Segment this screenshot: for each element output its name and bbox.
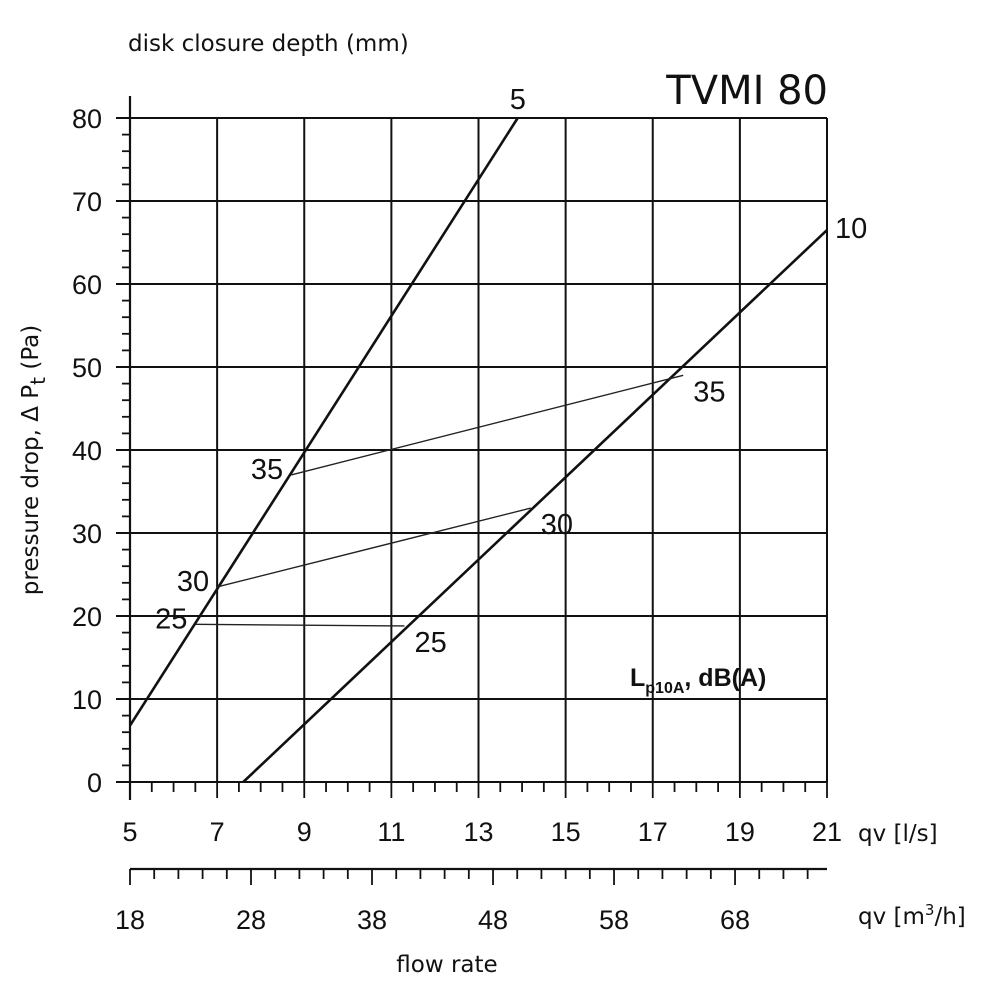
x-tick-label-ls: 5 bbox=[122, 817, 137, 847]
tick-labels: 0 10 20 30 40 50 60 70 80 5 7 9 11 13 15 17 19 21 18 28 38 48… bbox=[72, 104, 842, 935]
y-tick-label: 30 bbox=[72, 519, 102, 549]
y-tick-label: 20 bbox=[72, 602, 102, 632]
x-tick-label-m3h: 58 bbox=[599, 905, 629, 935]
noise-label-right-25: 25 bbox=[414, 627, 446, 659]
x-unit-m3h-label: qv [m3/h] bbox=[858, 901, 966, 930]
x-tick-label-ls: 7 bbox=[210, 817, 225, 847]
x-tick-label-ls: 19 bbox=[725, 817, 755, 847]
x-tick-label-m3h: 38 bbox=[357, 905, 387, 935]
grid bbox=[116, 96, 828, 800]
noise-label-left-25: 25 bbox=[155, 603, 187, 635]
y-tick-label: 80 bbox=[72, 104, 102, 134]
series-label-depth-5: 5 bbox=[510, 84, 526, 116]
noise-line-25 bbox=[195, 623, 405, 627]
x-tick-label-ls: 11 bbox=[377, 817, 405, 847]
series-line-depth-5 bbox=[128, 117, 519, 727]
y-tick-label: 70 bbox=[72, 187, 102, 217]
x-tick-label-m3h: 28 bbox=[236, 905, 266, 935]
y-tick-label: 40 bbox=[72, 436, 102, 466]
chart-title: TVMI 80 bbox=[665, 68, 828, 114]
y-tick-label: 60 bbox=[72, 270, 102, 300]
x-tick-label-ls: 9 bbox=[297, 817, 312, 847]
x-tick-label-ls: 21 bbox=[812, 817, 842, 847]
y-tick-label: 50 bbox=[72, 353, 102, 383]
noise-label-left-30: 30 bbox=[177, 566, 209, 598]
x-tick-label-m3h: 48 bbox=[478, 905, 508, 935]
axis-ticks bbox=[122, 133, 828, 885]
x-axis-label: flow rate bbox=[396, 952, 497, 978]
disk-closure-depth-label: disk closure depth (mm) bbox=[128, 31, 409, 57]
y-tick-label: 0 bbox=[87, 768, 102, 798]
noise-level-label: Lp10A, dB(A) bbox=[630, 664, 766, 697]
series-lines: 5 10 35 35 30 30 25 25 bbox=[128, 84, 867, 783]
noise-line-35 bbox=[291, 374, 684, 476]
x-tick-label-ls: 15 bbox=[551, 817, 581, 847]
series-label-depth-10: 10 bbox=[835, 213, 867, 245]
y-axis-label: pressure drop, Δ Pt (Pa) bbox=[18, 325, 50, 595]
noise-label-right-30: 30 bbox=[541, 509, 573, 541]
x-tick-label-ls: 17 bbox=[638, 817, 668, 847]
x-tick-label-ls: 13 bbox=[463, 817, 493, 847]
noise-line-30 bbox=[216, 507, 531, 588]
x-unit-ls-label: qv [l/s] bbox=[858, 821, 938, 847]
noise-label-right-35: 35 bbox=[693, 376, 725, 408]
x-tick-label-m3h: 18 bbox=[115, 905, 145, 935]
y-tick-label: 10 bbox=[72, 685, 102, 715]
series-line-depth-10 bbox=[242, 229, 828, 783]
noise-label-left-35: 35 bbox=[251, 454, 283, 486]
x-tick-label-m3h: 68 bbox=[720, 905, 750, 935]
